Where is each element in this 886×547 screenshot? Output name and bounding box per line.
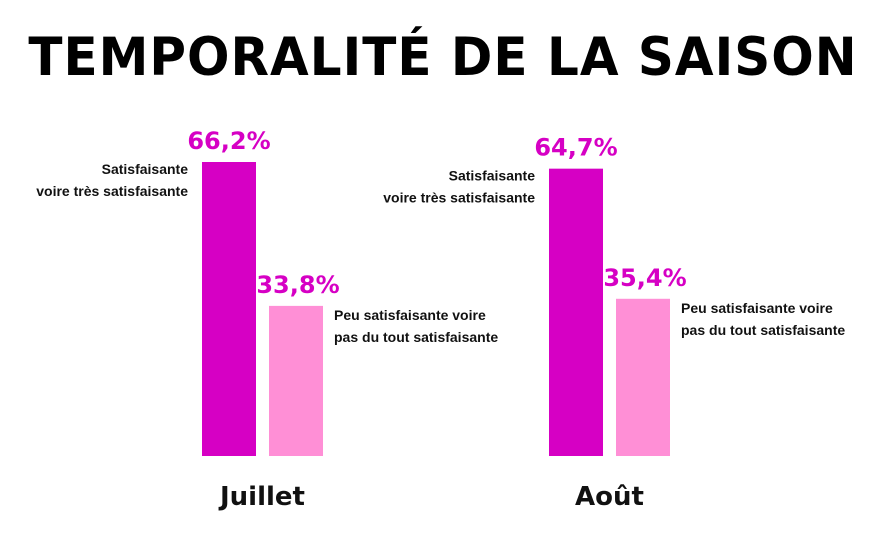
series-label: voire très satisfaisante (36, 183, 188, 199)
series-label: pas du tout satisfaisante (334, 329, 498, 345)
series-label: Peu satisfaisante voire (334, 307, 486, 323)
chart-title: TEMPORALITÉ DE LA SAISON (28, 26, 858, 88)
value-label: 64,7% (534, 134, 617, 162)
bar-juillet-1 (202, 162, 256, 456)
bar-août-2 (616, 298, 670, 456)
bar-août-1 (549, 168, 603, 457)
series-label: voire très satisfaisante (383, 190, 535, 206)
value-label: 35,4% (603, 264, 686, 292)
series-label: pas du tout satisfaisante (681, 322, 845, 338)
category-label: Juillet (218, 482, 305, 512)
value-label: 66,2% (187, 127, 270, 155)
bar-juillet-2 (269, 305, 323, 456)
value-label: 33,8% (256, 271, 339, 299)
series-label: Peu satisfaisante voire (681, 300, 833, 316)
series-label: Satisfaisante (102, 161, 189, 177)
category-label: Août (575, 482, 644, 512)
series-label: Satisfaisante (449, 168, 536, 184)
